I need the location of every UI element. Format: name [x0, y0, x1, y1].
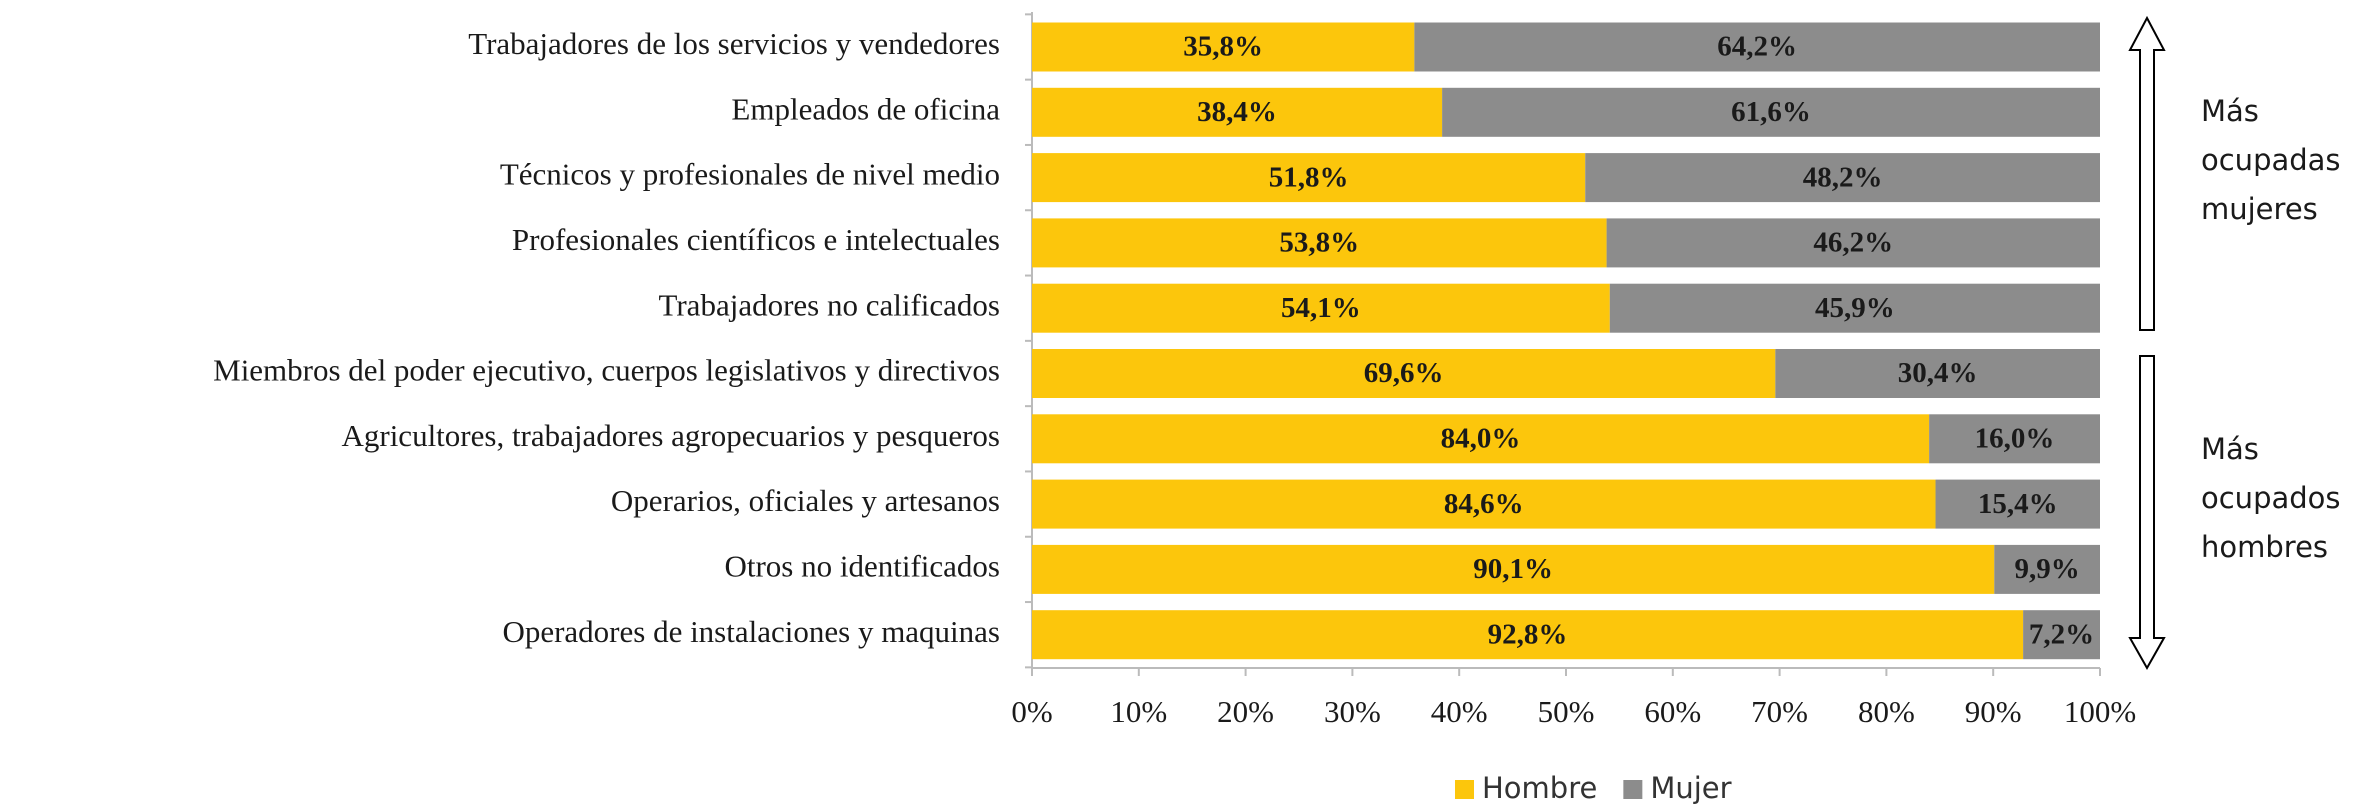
arrow-down	[2128, 355, 2166, 671]
legend-swatch	[1455, 780, 1474, 799]
value-label: 7,2%	[2029, 618, 2094, 650]
bar-segment	[1032, 349, 1776, 398]
x-tick-label: 50%	[1538, 694, 1595, 729]
annotation: Más	[2201, 432, 2259, 466]
arrow-up	[2128, 15, 2166, 331]
value-label: 9,9%	[2015, 553, 2080, 585]
bar-segment	[1442, 87, 2100, 137]
bar-segment	[1032, 153, 1586, 203]
category-label: Profesionales científicos e intelectuale…	[512, 222, 1000, 257]
category-label: Otros no identificados	[724, 549, 1000, 584]
x-tick-label: 20%	[1217, 694, 1274, 729]
legend-label: Hombre	[1482, 771, 1597, 805]
category-label: Agricultores, trabajadores agropecuarios…	[341, 418, 1000, 453]
bar-segment	[1609, 283, 2100, 333]
x-tick-label: 90%	[1965, 694, 2022, 729]
value-label: 54,1%	[1281, 292, 1361, 324]
annotation: hombres	[2201, 530, 2328, 564]
value-label: 84,6%	[1444, 488, 1524, 520]
bar-segment	[1032, 87, 1443, 137]
bar-segment	[1994, 544, 2100, 594]
value-label: 30,4%	[1898, 357, 1978, 389]
value-label: 51,8%	[1269, 161, 1349, 193]
bar-segment	[1585, 153, 2100, 203]
annotation: mujeres	[2201, 192, 2318, 226]
value-label: 16,0%	[1975, 422, 2055, 454]
category-label: Miembros del poder ejecutivo, cuerpos le…	[213, 353, 1000, 388]
value-label: 84,0%	[1441, 422, 1521, 454]
category-label: Técnicos y profesionales de nivel medio	[500, 157, 1000, 192]
x-tick-label: 100%	[2064, 694, 2136, 729]
bar-segment	[1032, 479, 1936, 529]
category-label: Operadores de instalaciones y maquinas	[502, 614, 1000, 649]
category-label: Operarios, oficiales y artesanos	[611, 483, 1000, 518]
bar-segment	[1032, 22, 1415, 72]
x-tick-label: 40%	[1431, 694, 1488, 729]
x-tick-label: 60%	[1644, 694, 1701, 729]
bar-segment	[1414, 22, 2100, 72]
legend-label: Mujer	[1650, 771, 1731, 805]
bar-segment	[1775, 349, 2100, 398]
annotation: Más	[2201, 94, 2259, 128]
value-label: 35,8%	[1183, 31, 1263, 63]
value-label: 53,8%	[1279, 227, 1359, 259]
value-label: 64,2%	[1717, 31, 1797, 63]
bar-segment	[1929, 414, 2100, 464]
value-label: 90,1%	[1473, 553, 1553, 585]
value-label: 61,6%	[1731, 96, 1811, 128]
bar-segment	[1032, 283, 1610, 333]
value-label: 46,2%	[1813, 227, 1893, 259]
annotation: ocupadas	[2201, 143, 2341, 177]
value-label: 92,8%	[1488, 618, 1568, 650]
value-label: 69,6%	[1364, 357, 1444, 389]
category-label: Trabajadores no calificados	[659, 287, 1000, 322]
bar-segment	[1032, 610, 2024, 660]
x-tick-label: 80%	[1858, 694, 1915, 729]
value-label: 48,2%	[1803, 161, 1883, 193]
category-label: Trabajadores de los servicios y vendedor…	[468, 26, 1000, 61]
value-label: 38,4%	[1197, 96, 1277, 128]
annotation: ocupados	[2201, 481, 2341, 515]
x-tick-label: 10%	[1110, 694, 1167, 729]
legend-swatch	[1623, 780, 1643, 799]
x-tick-label: 70%	[1751, 694, 1808, 729]
bar-segment	[2023, 610, 2100, 660]
bar-segment	[1935, 479, 2100, 529]
value-label: 45,9%	[1815, 292, 1895, 324]
x-tick-label: 30%	[1324, 694, 1381, 729]
category-label: Empleados de oficina	[731, 91, 1000, 126]
bar-segment	[1032, 544, 1995, 594]
bar-segment	[1606, 218, 2100, 268]
bar-segment	[1032, 218, 1607, 268]
bar-segment	[1032, 414, 1930, 464]
x-tick-label: 0%	[1011, 694, 1052, 729]
value-label: 15,4%	[1978, 488, 2058, 520]
